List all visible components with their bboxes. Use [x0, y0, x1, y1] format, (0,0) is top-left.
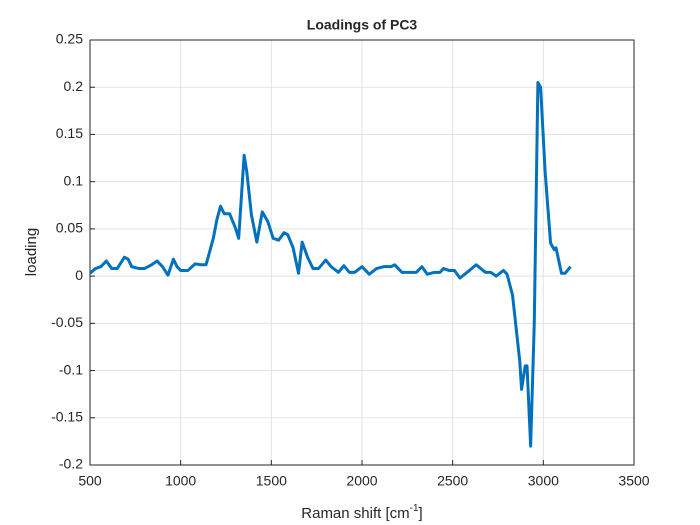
y-tick-label: -0.05 — [51, 314, 83, 330]
x-tick-label: 3000 — [528, 473, 559, 489]
x-tick-label: 2000 — [346, 473, 377, 489]
x-tick-label: 1000 — [165, 473, 196, 489]
x-axis-label-end: ] — [419, 505, 423, 522]
data-line — [89, 81, 572, 448]
x-tick-label: 1500 — [256, 473, 287, 489]
x-tick-label: 2500 — [437, 473, 468, 489]
x-tick-label: 500 — [78, 473, 102, 489]
y-tick-label: -0.1 — [59, 361, 83, 377]
x-axis-label-superscript: -1 — [410, 503, 419, 514]
y-tick-label: 0.15 — [56, 125, 83, 141]
y-tick-label: 0.2 — [64, 78, 84, 94]
x-axis-label-text: Raman shift [cm — [301, 505, 409, 522]
y-tick-label: 0 — [75, 267, 83, 283]
axes-box — [89, 39, 635, 466]
y-tick-label: 0.25 — [56, 31, 83, 47]
x-axis-label: Raman shift [cm-1] — [301, 503, 422, 522]
y-tick-label: -0.15 — [51, 408, 83, 424]
y-tick-label: 0.1 — [64, 172, 84, 188]
y-axis-label: loading — [23, 228, 40, 276]
y-tick-label: 0.05 — [56, 220, 83, 236]
x-tick-label: 3500 — [618, 473, 649, 489]
chart-title: Loadings of PC3 — [307, 17, 418, 33]
y-tick-label: -0.2 — [59, 456, 83, 472]
